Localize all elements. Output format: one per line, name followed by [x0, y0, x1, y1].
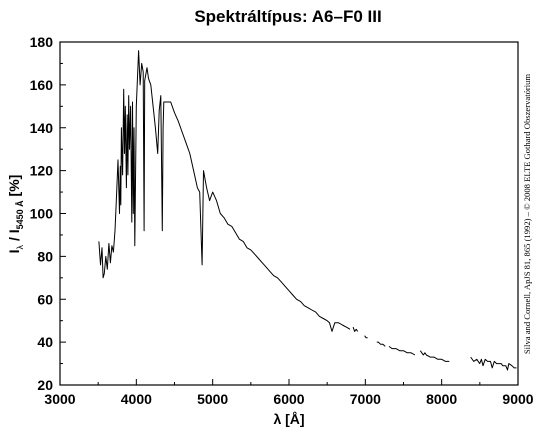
- y-label-sep: / I: [6, 229, 22, 245]
- y-label-unit: [%]: [6, 175, 22, 201]
- x-tick-label: 7000: [350, 391, 381, 407]
- spectrum-segment-1: [98, 50, 351, 332]
- x-tick-label: 4000: [121, 391, 152, 407]
- svg-text:Iλ / I5450 Å [%]: Iλ / I5450 Å [%]: [6, 175, 25, 254]
- y-tick-label: 100: [30, 206, 54, 222]
- plot-frame: [59, 41, 519, 386]
- y-tick-label: 60: [37, 291, 53, 307]
- chart-title: Spektráltípus: A6–F0 III: [194, 7, 381, 26]
- spectrum-segment-3: [364, 335, 368, 339]
- spectrum-segment-6: [419, 350, 450, 362]
- y-axis-ticks: 20 40 60 80 100 120 140 160 180: [30, 34, 66, 393]
- x-tick-label: 3000: [44, 391, 75, 407]
- x-axis-ticks: 3000 4000 5000 6000 7000 8000 9000: [44, 379, 534, 407]
- x-tick-label: 5000: [197, 391, 228, 407]
- y-label-sub2: 5450 Å: [15, 200, 25, 230]
- credit-text: Silva and Cornell, ApJS 81, 865 (1992) –…: [522, 74, 532, 355]
- x-tick-label: 8000: [426, 391, 457, 407]
- y-tick-label: 120: [30, 163, 54, 179]
- x-axis-label: λ [Å]: [273, 411, 304, 427]
- spectrum-segment-5: [388, 345, 416, 356]
- spectrum-segment-7: [470, 356, 517, 371]
- y-label-main: I: [6, 249, 22, 253]
- y-tick-label: 40: [37, 334, 53, 350]
- spectrum-segment-4: [376, 341, 386, 347]
- y-axis-label: Iλ / I5450 Å [%]: [6, 175, 25, 254]
- x-tick-label: 6000: [273, 391, 304, 407]
- x-tick-label: 9000: [502, 391, 533, 407]
- y-tick-label: 160: [30, 77, 54, 93]
- spectrum-segment-2: [352, 326, 359, 332]
- spectrum-series: [98, 50, 517, 371]
- y-tick-label: 180: [30, 34, 54, 50]
- y-tick-label: 140: [30, 120, 54, 136]
- y-tick-label: 20: [37, 377, 53, 393]
- y-label-sub1: λ: [15, 244, 25, 249]
- y-tick-label: 80: [37, 248, 53, 264]
